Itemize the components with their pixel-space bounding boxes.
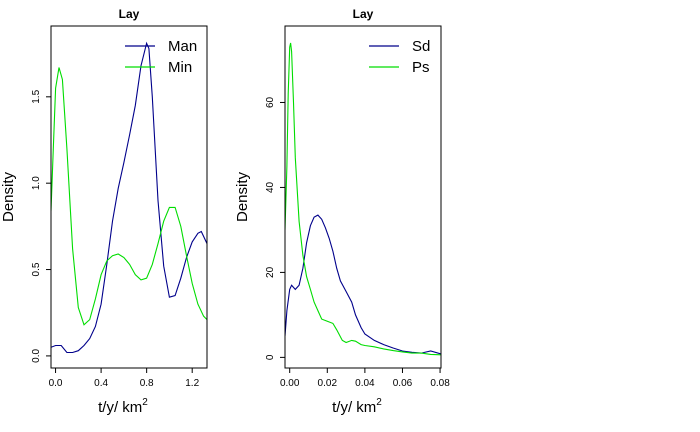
chart1-plot-frame <box>50 25 208 369</box>
chart2-x-tick-label: 0.02 <box>318 378 338 389</box>
chart2-x-tick-label: 0.04 <box>355 378 375 389</box>
chart1-legend-label-min: Min <box>168 59 192 76</box>
chart1-title: Lay <box>119 7 140 21</box>
chart1-x-tick-label: 0.0 <box>49 378 63 389</box>
chart1-x-tick-label: 0.8 <box>140 378 154 389</box>
chart2-series-ps-line <box>285 42 441 356</box>
chart1-series-min-line <box>51 67 207 326</box>
chart2-legend: Sd Ps <box>369 38 430 76</box>
chart2-y-axis-label: Density <box>234 171 251 222</box>
chart1-x-axis-label-text: t/y/ km <box>98 399 142 416</box>
chart2-title: Lay <box>353 7 374 21</box>
chart2-y-tick-label: 20 <box>265 266 276 278</box>
chart1-x-axis-label-superscript: 2 <box>142 397 148 408</box>
chart2-x-axis-label-superscript: 2 <box>376 397 382 408</box>
chart2-x-axis-label: t/y/ km2 <box>332 397 382 416</box>
chart1-y-tick-label: 0.5 <box>31 262 42 276</box>
chart2-x-tick-label: 0.06 <box>393 378 413 389</box>
chart2-y-tick-label: 60 <box>265 96 276 108</box>
chart2-panel: Lay 0 20 40 60 0.00 0.02 0.04 0.06 0.08 t/y/ km2 De… <box>234 7 450 416</box>
chart1-legend: Man Min <box>125 38 197 76</box>
chart2-x-axis-label-text: t/y/ km <box>332 399 376 416</box>
chart1-y-tick-label: 1.5 <box>31 89 42 103</box>
chart2-legend-label-sd: Sd <box>412 38 430 55</box>
chart1-x-axis-label: t/y/ km2 <box>98 397 148 416</box>
chart1-legend-label-man: Man <box>168 38 197 55</box>
chart1-series-man-line <box>51 41 207 354</box>
chart2-x-tick-label: 0.00 <box>280 378 300 389</box>
chart1-x-tick-label: 0.4 <box>94 378 108 389</box>
chart1-y-tick-label: 1.0 <box>31 176 42 190</box>
chart1-y-tick-label: 0.0 <box>31 349 42 363</box>
chart2-y-tick-label: 0 <box>265 354 276 360</box>
chart2-legend-label-ps: Ps <box>412 59 430 76</box>
chart2-x-tick-label: 0.08 <box>430 378 450 389</box>
chart1-x-tick-label: 1.2 <box>185 378 199 389</box>
chart2-series-sd-line <box>285 214 441 355</box>
chart2-y-tick-label: 40 <box>265 181 276 193</box>
chart1-y-axis-label: Density <box>0 171 17 222</box>
chart1-panel: Lay 0.0 0.5 1.0 1.5 0.0 0.4 0.8 1.2 t/y/ km2 Densi… <box>0 7 208 416</box>
chart2-plot-frame <box>284 25 442 369</box>
